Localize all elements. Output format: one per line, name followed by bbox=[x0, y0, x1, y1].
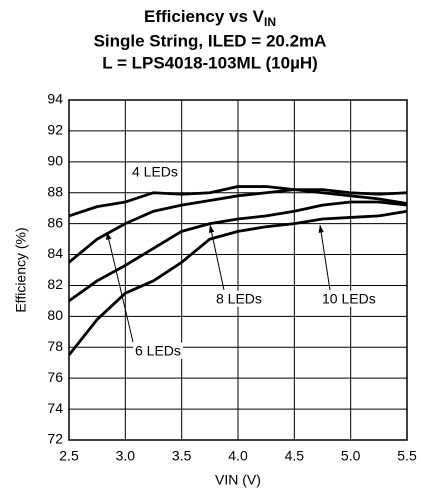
title-subscript: IN bbox=[264, 15, 276, 29]
label-bg bbox=[214, 290, 264, 307]
arrow-head bbox=[106, 232, 112, 240]
y-tick-label: 76 bbox=[47, 369, 63, 385]
y-tick-label: 82 bbox=[47, 276, 63, 292]
label-arrow bbox=[209, 224, 225, 291]
x-tick-label: 5.5 bbox=[397, 448, 417, 464]
series-label: 4 LEDs bbox=[132, 164, 178, 180]
y-tick-label: 86 bbox=[47, 214, 63, 230]
label-arrow bbox=[319, 224, 331, 291]
series-line bbox=[67, 209, 408, 356]
title-main: Efficiency vs V bbox=[144, 7, 265, 26]
chart-subtitle: L = LPS4018-103ML (10µH) bbox=[102, 53, 318, 72]
series-label: 8 LEDs bbox=[216, 291, 262, 307]
x-axis-label: VIN (V) bbox=[215, 472, 261, 488]
y-tick-label: 92 bbox=[47, 122, 63, 138]
y-tick-label: 84 bbox=[47, 245, 63, 261]
series-line bbox=[68, 185, 408, 218]
label-bg bbox=[320, 290, 378, 307]
arrow-head bbox=[208, 225, 215, 233]
x-tick-label: 2.5 bbox=[59, 448, 79, 464]
x-tick-label: 5.0 bbox=[341, 448, 361, 464]
series-label: 6 LEDs bbox=[135, 343, 181, 359]
x-tick-label: 4.5 bbox=[285, 448, 305, 464]
y-tick-label: 72 bbox=[47, 431, 63, 447]
chart-subtitle: Single String, ILED = 20.2mA bbox=[94, 31, 327, 50]
y-axis-label: Efficiency (%) bbox=[13, 227, 29, 312]
y-tick-label: 94 bbox=[47, 91, 63, 107]
label-arrow bbox=[106, 231, 134, 343]
label-bg bbox=[133, 342, 183, 359]
y-tick-label: 90 bbox=[47, 153, 63, 169]
arrow-head bbox=[318, 225, 324, 233]
series-line bbox=[68, 188, 408, 264]
y-tick-label: 74 bbox=[47, 400, 63, 416]
x-tick-label: 4.0 bbox=[228, 448, 248, 464]
x-tick-label: 3.5 bbox=[172, 448, 192, 464]
y-tick-label: 80 bbox=[47, 307, 63, 323]
chart-title: Efficiency vs VIN bbox=[144, 7, 276, 29]
x-tick-label: 3.0 bbox=[116, 448, 136, 464]
plot-frame bbox=[68, 99, 408, 441]
y-tick-label: 88 bbox=[47, 183, 63, 199]
y-tick-label: 78 bbox=[47, 338, 63, 354]
series-line bbox=[68, 200, 408, 303]
label-bg bbox=[130, 163, 180, 180]
series-label: 10 LEDs bbox=[322, 291, 376, 307]
